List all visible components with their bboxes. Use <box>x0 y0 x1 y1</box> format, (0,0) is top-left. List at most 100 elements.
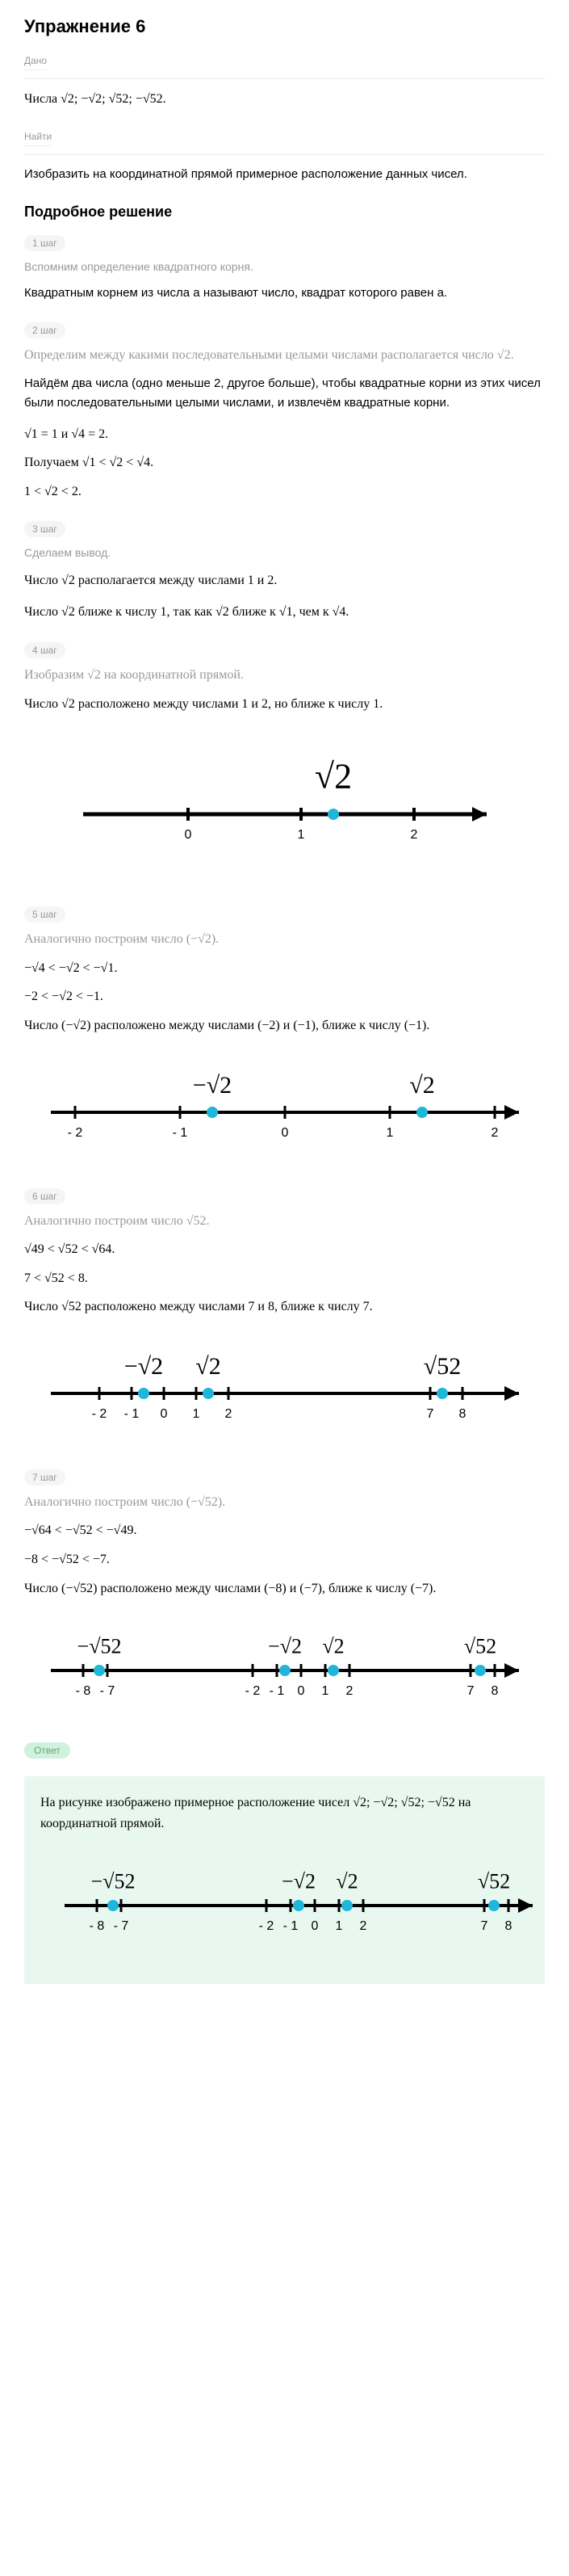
math-line: −8 < −√52 < −7. <box>24 1549 545 1570</box>
solution-title: Подробное решение <box>24 204 545 221</box>
step-text: Число √2 ближе к числу 1, так как √2 бли… <box>24 602 545 623</box>
svg-text:2: 2 <box>360 1919 367 1933</box>
svg-text:1: 1 <box>336 1919 343 1933</box>
svg-text:−√2: −√2 <box>123 1353 162 1380</box>
step-text: Найдём два числа (одно меньше 2, другое … <box>24 374 545 413</box>
svg-text:1: 1 <box>386 1126 393 1140</box>
math-line: Получаем √1 < √2 < √4. <box>24 452 545 473</box>
svg-text:√2: √2 <box>314 757 351 796</box>
svg-text:0: 0 <box>160 1407 167 1421</box>
answer-label: Ответ <box>24 1742 70 1759</box>
step-text: Квадратным корнем из числа a называют чи… <box>24 284 545 303</box>
step-text: Число √2 расположено между числами 1 и 2… <box>24 694 545 715</box>
svg-text:- 2: - 2 <box>91 1407 107 1421</box>
svg-text:√52: √52 <box>478 1870 510 1893</box>
numberline-answer: - 8 - 7 - 2 - 1 0 1 2 7 8 −√52 −√2 √2 √52 <box>40 1845 557 1958</box>
step-grey: Аналогично построим число (−√2). <box>24 929 545 950</box>
step-5: 5 шаг Аналогично построим число (−√2). −… <box>24 906 545 1168</box>
svg-text:2: 2 <box>345 1684 353 1698</box>
step-3: 3 шаг Сделаем вывод. Число √2 располагае… <box>24 521 545 623</box>
step-badge: 1 шаг <box>24 235 65 251</box>
svg-text:- 2: - 2 <box>245 1684 260 1698</box>
svg-text:2: 2 <box>491 1126 498 1140</box>
svg-text:7: 7 <box>481 1919 488 1933</box>
svg-text:- 7: - 7 <box>99 1684 115 1698</box>
step-text: Число √2 располагается между числами 1 и… <box>24 570 545 591</box>
svg-text:8: 8 <box>505 1919 513 1933</box>
step-1: 1 шаг Вспомним определение квадратного к… <box>24 235 545 303</box>
step-text: Число (−√52) расположено между числами (… <box>24 1578 545 1599</box>
numberline-4: - 8 - 7 - 2 - 1 0 1 2 7 8 −√52 −√2 √2 √52 <box>27 1610 543 1723</box>
given-section: Дано Числа √2; −√2; √52; −√52. <box>24 53 545 110</box>
step-badge: 6 шаг <box>24 1188 65 1204</box>
svg-text:7: 7 <box>466 1684 474 1698</box>
step-badge: 7 шаг <box>24 1469 65 1486</box>
svg-text:√52: √52 <box>423 1353 460 1380</box>
svg-text:0: 0 <box>312 1919 319 1933</box>
numberline-3: - 2 - 1 0 1 2 7 8 −√2 √2 √52 <box>27 1329 543 1450</box>
math-line: 7 < √52 < 8. <box>24 1268 545 1289</box>
step-badge: 3 шаг <box>24 521 65 537</box>
svg-text:7: 7 <box>426 1407 433 1421</box>
svg-text:0: 0 <box>184 828 191 842</box>
svg-text:- 1: - 1 <box>123 1407 139 1421</box>
step-text: Число √52 расположено между числами 7 и … <box>24 1296 545 1317</box>
svg-text:- 1: - 1 <box>283 1919 299 1933</box>
math-line: −√64 < −√52 < −√49. <box>24 1520 545 1541</box>
svg-text:−√2: −√2 <box>192 1072 231 1099</box>
svg-text:- 7: - 7 <box>114 1919 129 1933</box>
numberline-2: - 2 - 1 0 1 2 −√2 √2 <box>27 1048 543 1169</box>
step-7: 7 шаг Аналогично построим число (−√52). … <box>24 1469 545 1723</box>
svg-text:8: 8 <box>458 1407 466 1421</box>
math-line: −√4 < −√2 < −√1. <box>24 958 545 979</box>
answer-box: На рисунке изображено примерное располож… <box>24 1776 545 1984</box>
svg-text:- 2: - 2 <box>67 1126 82 1140</box>
math-line: √1 = 1 и √4 = 2. <box>24 424 545 445</box>
svg-text:8: 8 <box>491 1684 498 1698</box>
step-badge: 4 шаг <box>24 642 65 658</box>
math-line: √49 < √52 < √64. <box>24 1239 545 1260</box>
step-badge: 2 шаг <box>24 322 65 338</box>
svg-text:−√52: −√52 <box>91 1870 136 1893</box>
find-label: Найти <box>24 131 52 146</box>
svg-text:√2: √2 <box>195 1353 220 1380</box>
svg-text:1: 1 <box>192 1407 199 1421</box>
answer-text: На рисунке изображено примерное располож… <box>40 1792 529 1834</box>
svg-text:- 8: - 8 <box>90 1919 105 1933</box>
svg-text:- 1: - 1 <box>269 1684 284 1698</box>
find-text: Изобразить на координатной прямой пример… <box>24 165 545 184</box>
given-label: Дано <box>24 55 47 70</box>
svg-text:2: 2 <box>410 828 417 842</box>
step-grey: Определим между какими последовательными… <box>24 345 545 366</box>
svg-text:2: 2 <box>224 1407 232 1421</box>
math-line: 1 < √2 < 2. <box>24 481 545 502</box>
answer-section: Ответ На рисунке изображено примерное ра… <box>24 1742 545 1984</box>
math-line: −2 < −√2 < −1. <box>24 986 545 1007</box>
svg-text:√2: √2 <box>322 1635 344 1658</box>
svg-text:√52: √52 <box>463 1635 496 1658</box>
step-grey: Сделаем вывод. <box>24 544 545 561</box>
step-grey: Аналогично построим число (−√52). <box>24 1492 545 1513</box>
find-section: Найти Изобразить на координатной прямой … <box>24 129 545 184</box>
step-6: 6 шаг Аналогично построим число √52. √49… <box>24 1188 545 1450</box>
svg-text:- 8: - 8 <box>75 1684 90 1698</box>
svg-text:−√2: −√2 <box>282 1870 316 1893</box>
step-2: 2 шаг Определим между какими последовате… <box>24 322 545 502</box>
step-4: 4 шаг Изобразим √2 на координатной прямо… <box>24 642 545 887</box>
svg-text:1: 1 <box>297 828 304 842</box>
svg-text:- 2: - 2 <box>259 1919 274 1933</box>
svg-text:- 1: - 1 <box>172 1126 187 1140</box>
step-badge: 5 шаг <box>24 906 65 922</box>
svg-text:√2: √2 <box>336 1870 358 1893</box>
step-grey: Вспомним определение квадратного корня. <box>24 258 545 275</box>
svg-text:√2: √2 <box>409 1072 434 1099</box>
svg-text:0: 0 <box>281 1126 288 1140</box>
svg-text:0: 0 <box>297 1684 304 1698</box>
svg-text:−√52: −√52 <box>77 1635 121 1658</box>
step-grey: Изобразим √2 на координатной прямой. <box>24 665 545 686</box>
step-grey: Аналогично построим число √52. <box>24 1211 545 1232</box>
svg-text:1: 1 <box>321 1684 328 1698</box>
step-text: Число (−√2) расположено между числами (−… <box>24 1015 545 1036</box>
page-title: Упражнение 6 <box>24 16 545 37</box>
svg-text:−√2: −√2 <box>268 1635 302 1658</box>
